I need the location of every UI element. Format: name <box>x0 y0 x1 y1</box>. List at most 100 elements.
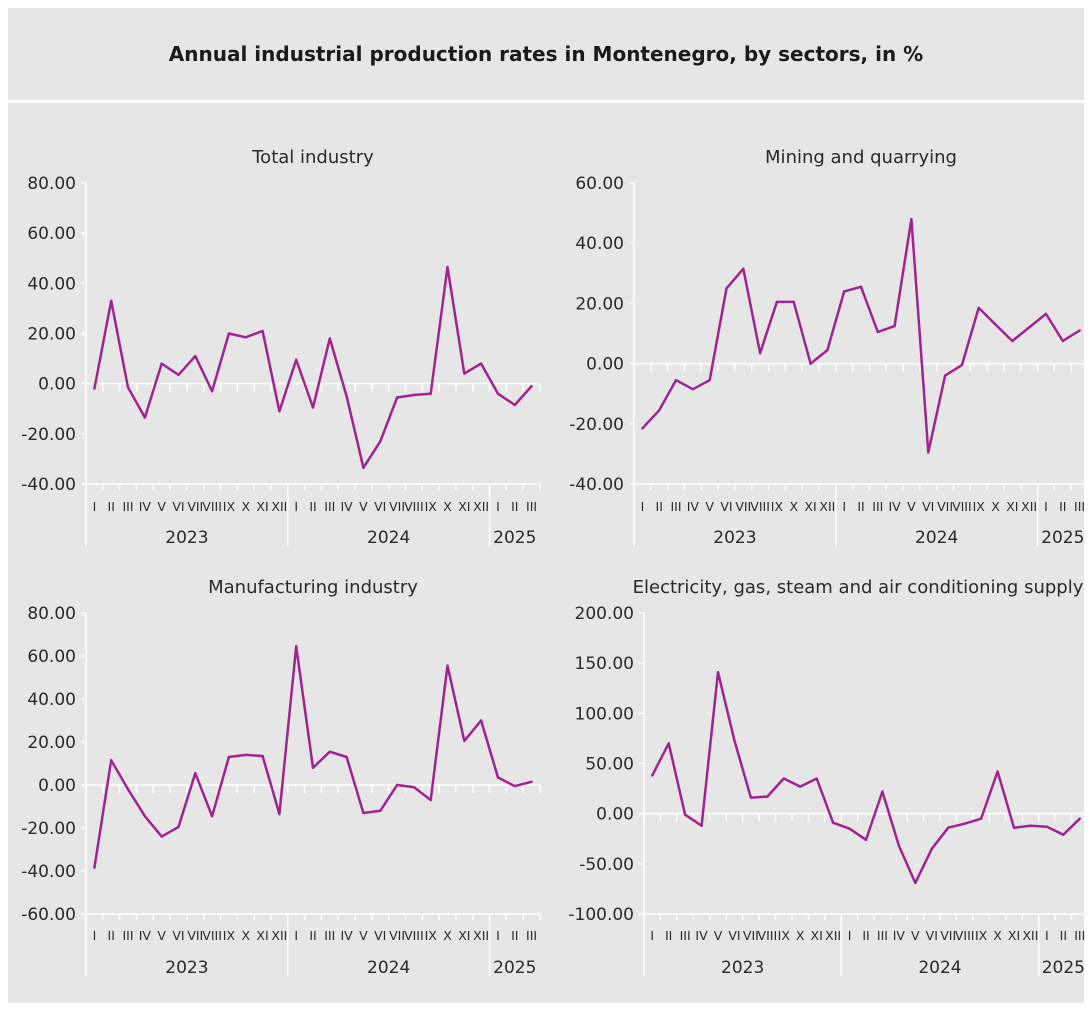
y-tick-label: 60.00 <box>575 174 624 194</box>
data-point <box>815 777 818 780</box>
y-tick-label: 20.00 <box>27 733 76 753</box>
month-label: XI <box>458 499 470 514</box>
y-tick-label: 60.00 <box>27 647 76 667</box>
data-point <box>864 838 868 841</box>
y-tick-label: 0.00 <box>586 355 624 375</box>
data-point <box>977 306 980 310</box>
y-tick-label: 0.00 <box>38 776 76 796</box>
chart-panel-2: Mining and quarrying 60.00 40.00 20.00 0.00 -… <box>569 147 1089 548</box>
month-label: III <box>526 928 537 943</box>
data-point <box>412 785 416 789</box>
data-point <box>496 776 500 779</box>
data-point <box>261 329 264 333</box>
data-point <box>513 784 516 788</box>
month-label: IX <box>425 928 438 943</box>
year-label: 2024 <box>367 958 410 978</box>
month-label: X <box>796 928 805 943</box>
month-label: III <box>872 499 883 514</box>
y-tick-label: 200.00 <box>575 604 634 624</box>
data-point <box>1029 824 1032 827</box>
data-point <box>194 771 197 775</box>
year-label: 2024 <box>918 958 961 978</box>
data-point <box>227 755 231 759</box>
month-label: V <box>359 928 368 943</box>
year-label: 2025 <box>493 958 536 978</box>
figure-panel: Annual industrial production rates in Mo… <box>8 8 1084 1003</box>
month-label: XI <box>256 499 268 514</box>
month-label: III <box>1074 499 1085 514</box>
month-label: XI <box>811 928 823 943</box>
month-label: VII <box>187 499 203 514</box>
data-point <box>143 814 147 818</box>
chart-panel-1: Total industry 80.00 60.00 40.00 20.00 0.00 -2… <box>21 147 541 548</box>
month-label: III <box>680 928 691 943</box>
data-point <box>716 670 720 674</box>
month-label: XII <box>473 499 489 514</box>
month-label: II <box>511 499 518 514</box>
data-point <box>897 844 901 847</box>
data-point <box>700 824 703 827</box>
month-label: VII <box>389 928 405 943</box>
data-point <box>1045 825 1049 828</box>
month-label: V <box>705 499 714 514</box>
y-tick-label: 40.00 <box>575 234 624 254</box>
figure-title: Annual industrial production rates in Mo… <box>168 42 924 66</box>
month-label: V <box>359 499 368 514</box>
data-point <box>379 440 382 443</box>
month-label: VII <box>940 928 956 943</box>
data-point <box>725 287 728 290</box>
year-label: 2023 <box>165 528 208 548</box>
month-label: V <box>157 499 166 514</box>
month-label: XII <box>1022 928 1038 943</box>
year-label: 2025 <box>1041 528 1084 548</box>
month-label: XII <box>819 499 835 514</box>
panel-title: Total industry <box>251 147 374 168</box>
data-point <box>496 392 500 395</box>
data-point <box>1012 826 1016 829</box>
month-label: I <box>842 499 846 514</box>
data-point <box>93 387 96 390</box>
year-label: 2024 <box>915 528 958 548</box>
y-tick-label: 80.00 <box>27 604 76 624</box>
month-label: IV <box>341 499 354 514</box>
month-label: IX <box>975 928 988 943</box>
data-point <box>160 835 163 838</box>
data-point <box>446 265 449 269</box>
data-point <box>848 827 851 830</box>
y-tick-label: 0.00 <box>38 375 76 395</box>
month-label: V <box>157 928 166 943</box>
data-point <box>513 403 516 407</box>
data-point <box>1011 339 1014 343</box>
data-point <box>749 796 753 799</box>
month-label: II <box>1060 928 1067 943</box>
y-tick-label: -20.00 <box>21 425 76 445</box>
title-band: Annual industrial production rates in Mo… <box>8 8 1084 103</box>
data-point <box>641 427 644 430</box>
month-label: VIII <box>202 928 222 943</box>
month-label: V <box>907 499 916 514</box>
month-label: IX <box>425 499 438 514</box>
data-point <box>960 363 964 367</box>
data-point <box>831 821 835 824</box>
month-label: VI <box>728 928 740 943</box>
chart-panel-3: Manufacturing industry 80.00 60.00 40.00 20.… <box>21 577 541 978</box>
data-point <box>479 362 483 365</box>
data-point <box>1078 817 1081 820</box>
data-point <box>782 777 785 780</box>
data-point <box>362 466 365 469</box>
data-point <box>177 825 180 829</box>
y-tick-label: -40.00 <box>21 475 76 495</box>
data-point <box>1061 339 1064 343</box>
y-tick-label: -20.00 <box>569 415 624 435</box>
series-line <box>641 217 1081 454</box>
month-label: I <box>1044 499 1048 514</box>
month-label: IV <box>341 928 354 943</box>
data-point <box>395 783 399 787</box>
data-point <box>463 739 466 743</box>
month-label: V <box>911 928 920 943</box>
data-point <box>261 754 264 758</box>
data-point <box>876 330 880 334</box>
data-point <box>311 406 315 409</box>
year-label: 2025 <box>1042 958 1085 978</box>
month-label: IX <box>223 499 236 514</box>
